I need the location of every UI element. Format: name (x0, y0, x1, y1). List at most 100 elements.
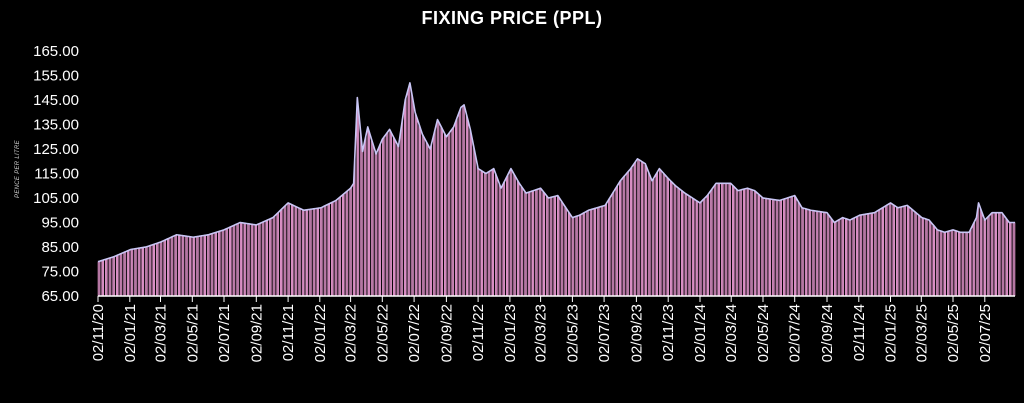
x-tick-label: 02/01/24 (692, 304, 709, 362)
bar (265, 220, 267, 296)
bar (374, 150, 376, 296)
bar (263, 221, 265, 296)
bar (484, 172, 485, 296)
bar (376, 151, 378, 296)
bar (951, 230, 953, 296)
bar (358, 108, 359, 296)
bar (493, 168, 495, 296)
bar (1008, 222, 1010, 296)
bar (418, 123, 420, 296)
bar (962, 232, 963, 296)
bar (630, 168, 631, 296)
bar (204, 235, 206, 296)
bar (962, 232, 964, 296)
bar (157, 242, 159, 296)
bar (292, 205, 294, 296)
bar (916, 213, 917, 296)
bar (400, 132, 401, 296)
bar (759, 195, 761, 296)
bar (400, 128, 402, 296)
bar (973, 223, 974, 296)
bar (259, 223, 261, 296)
bar (664, 174, 666, 296)
bar (554, 196, 556, 296)
bar (467, 121, 469, 296)
bar (758, 194, 760, 296)
bar (775, 199, 777, 296)
bar (365, 136, 366, 296)
bar (562, 202, 563, 296)
bar (209, 234, 210, 296)
bar (131, 249, 132, 296)
bar (824, 212, 825, 296)
bar (798, 201, 799, 296)
bar (876, 211, 877, 296)
bar (722, 183, 723, 296)
bar (995, 212, 997, 296)
bar (551, 197, 552, 296)
bar (972, 224, 974, 296)
bar (656, 172, 658, 296)
bar (746, 188, 748, 296)
bar (328, 203, 330, 296)
bar (627, 172, 628, 296)
bar (633, 164, 635, 296)
bar (108, 258, 110, 296)
bar (554, 196, 555, 296)
bar (476, 163, 478, 296)
y-tick-label: 95.00 (41, 215, 79, 232)
bar (847, 219, 848, 296)
bar (240, 222, 242, 296)
bar (171, 236, 173, 296)
bar (714, 184, 716, 296)
bar (163, 240, 164, 296)
bar (273, 216, 275, 296)
bar (686, 194, 687, 296)
bar (674, 184, 675, 296)
bar (250, 224, 252, 296)
bar (114, 256, 115, 296)
bar (418, 124, 420, 296)
bar (779, 200, 781, 296)
bar (223, 230, 224, 296)
bar (386, 132, 388, 296)
bar (215, 232, 217, 296)
bar (239, 222, 241, 296)
bar (755, 192, 757, 296)
bar (190, 236, 191, 296)
bar (539, 188, 540, 296)
x-tick-label: 02/01/22 (312, 304, 329, 362)
bar (608, 199, 610, 296)
bar (634, 163, 635, 296)
bar (321, 207, 323, 296)
bar (153, 244, 155, 296)
bar (572, 217, 574, 296)
bar (799, 203, 800, 296)
bar (684, 193, 686, 296)
bar (602, 205, 604, 296)
bar (197, 236, 199, 296)
bar (1003, 214, 1004, 296)
bar (105, 259, 107, 296)
bar (540, 188, 541, 296)
bar (798, 202, 800, 296)
bar (610, 196, 611, 296)
bar (277, 212, 279, 296)
bar (994, 212, 995, 296)
bar (265, 220, 266, 296)
bar (911, 208, 912, 296)
bar (791, 196, 792, 296)
bar (926, 219, 928, 296)
bar (894, 205, 896, 296)
bar (469, 127, 471, 296)
bar (695, 200, 697, 296)
bar (806, 209, 808, 296)
bar (816, 211, 817, 296)
bar (332, 201, 334, 296)
bar (495, 174, 497, 296)
bar (397, 144, 398, 296)
bar (338, 197, 340, 296)
bar (974, 220, 976, 296)
bar (979, 207, 981, 296)
bar (436, 121, 438, 296)
